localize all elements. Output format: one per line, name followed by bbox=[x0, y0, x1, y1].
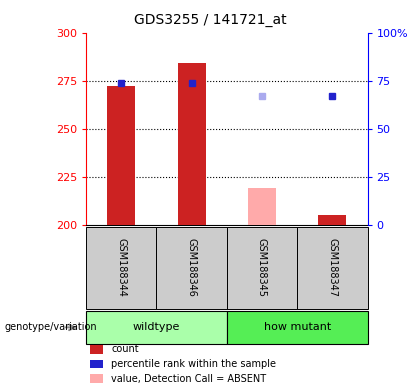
Text: GSM188344: GSM188344 bbox=[116, 238, 126, 297]
Text: GDS3255 / 141721_at: GDS3255 / 141721_at bbox=[134, 13, 286, 27]
Text: count: count bbox=[111, 344, 139, 354]
Text: percentile rank within the sample: percentile rank within the sample bbox=[111, 359, 276, 369]
Bar bbox=[248, 188, 276, 225]
Bar bbox=[178, 63, 206, 225]
Text: GSM188345: GSM188345 bbox=[257, 238, 267, 297]
Text: GSM188347: GSM188347 bbox=[327, 238, 337, 297]
Text: how mutant: how mutant bbox=[263, 322, 331, 333]
Text: genotype/variation: genotype/variation bbox=[4, 322, 97, 333]
Text: GSM188346: GSM188346 bbox=[186, 238, 197, 297]
Text: value, Detection Call = ABSENT: value, Detection Call = ABSENT bbox=[111, 374, 266, 384]
Text: wildtype: wildtype bbox=[133, 322, 180, 333]
Bar bbox=[107, 86, 135, 225]
Bar bbox=[318, 215, 346, 225]
